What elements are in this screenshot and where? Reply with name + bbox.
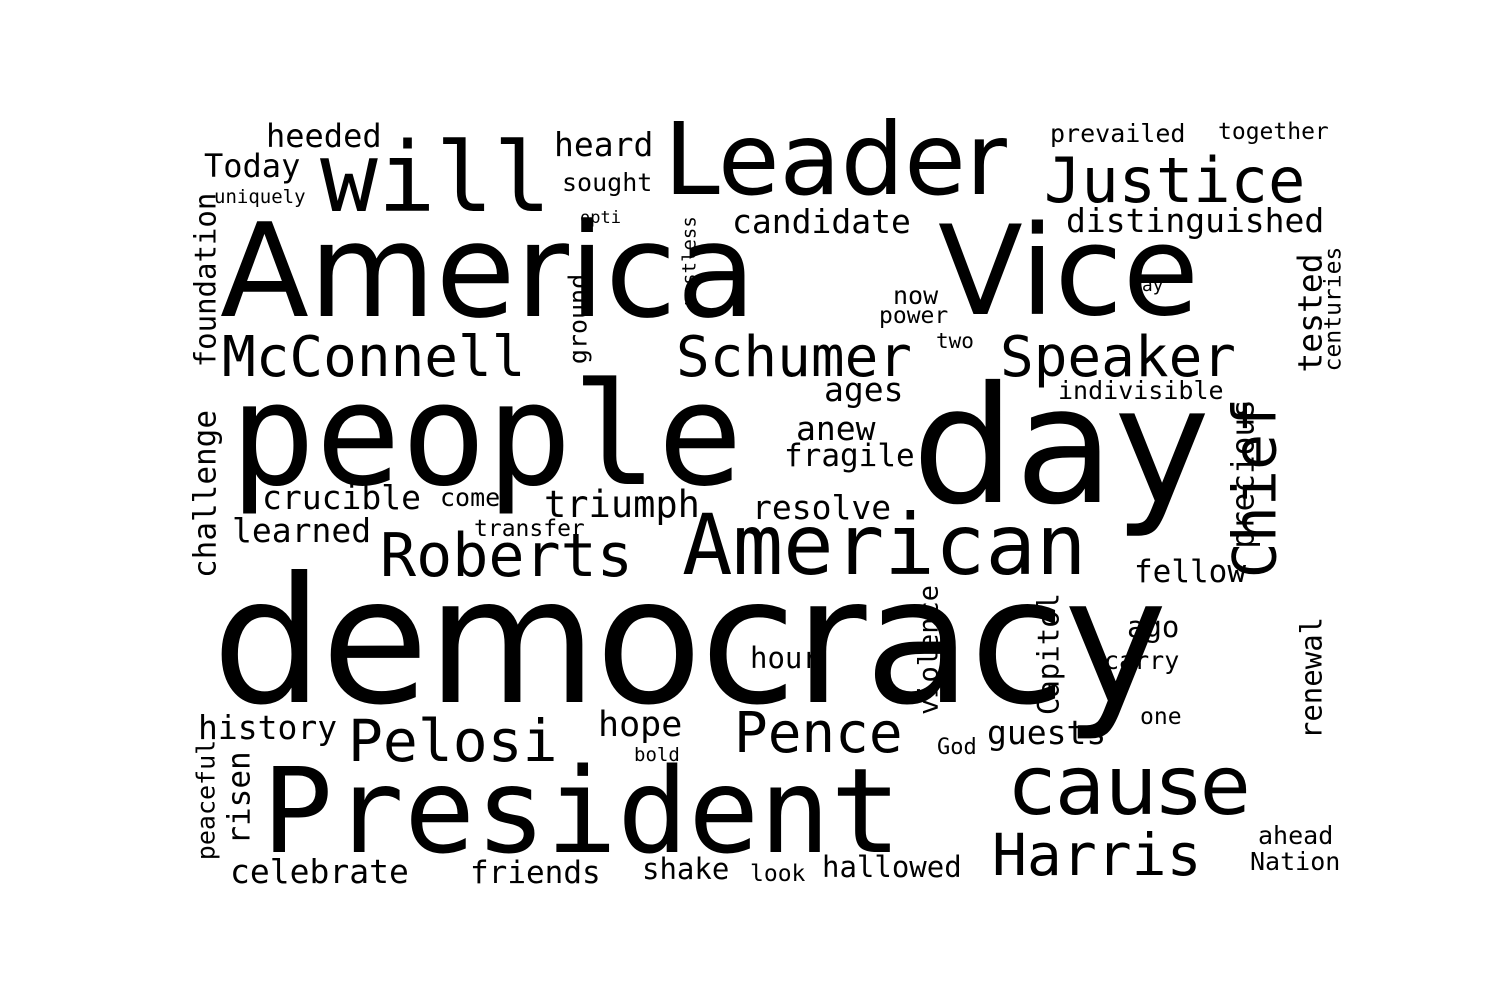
word-will: will <box>320 122 552 234</box>
word-president: President <box>262 742 902 880</box>
word-america: America <box>220 195 757 347</box>
word-candidate: candidate <box>732 202 911 241</box>
word-carry: carry <box>1104 646 1180 675</box>
word-one: one <box>1140 704 1182 730</box>
word-schumer: Schumer <box>676 325 913 390</box>
word-crucible: crucible <box>262 478 421 517</box>
word-hallowed: hallowed <box>822 850 962 884</box>
word-harris: Harris <box>992 821 1202 889</box>
word-shake: shake <box>642 852 730 886</box>
word-look: look <box>750 861 806 887</box>
word-risen: risen <box>221 751 258 845</box>
word-vice: Vice <box>938 200 1200 344</box>
word-learned: learned <box>232 511 372 550</box>
word-together: together <box>1218 119 1329 145</box>
word-hour: hour <box>750 641 820 675</box>
word-cause: cause <box>1010 739 1251 834</box>
word-heeded: heeded <box>266 117 382 155</box>
word-centuries: centuries <box>1320 246 1347 372</box>
word-nation: Nation <box>1250 847 1341 876</box>
word-sought: sought <box>562 168 653 197</box>
word-uniquely: uniquely <box>214 186 306 208</box>
word-speaker: Speaker <box>1000 325 1237 390</box>
word-day: day <box>912 353 1210 541</box>
word-renewal: renewal <box>1294 616 1329 740</box>
word-friends: friends <box>470 855 601 891</box>
word-ahead: ahead <box>1258 821 1334 850</box>
word-guests: guests <box>987 713 1107 752</box>
word-roberts: Roberts <box>380 521 633 591</box>
word-way: way <box>1131 275 1164 296</box>
word-today: Today <box>204 147 301 185</box>
word-fragile: fragile <box>784 438 915 474</box>
word-foundation: foundation <box>188 192 223 368</box>
word-capitol: Capitol <box>1031 592 1066 716</box>
word-power: power <box>879 303 949 329</box>
word-now: now <box>893 281 939 310</box>
word-history: history <box>198 708 338 747</box>
word-fellow: fellow <box>1134 554 1246 590</box>
word-people: people <box>230 353 743 518</box>
word-leader: Leader <box>664 101 1007 218</box>
word-justice: Justice <box>1044 144 1306 217</box>
word-ages: ages <box>824 370 904 409</box>
word-bold: bold <box>634 744 680 766</box>
word-precious: precious <box>1225 399 1262 549</box>
word-prevailed: prevailed <box>1050 119 1186 148</box>
word-celebrate: celebrate <box>230 852 409 891</box>
word-two: two <box>936 329 974 353</box>
word-resolve: resolve <box>752 488 892 527</box>
word-challenge: challenge <box>187 410 224 578</box>
word-peaceful: peaceful <box>191 739 221 861</box>
word-pence: Pence <box>734 701 903 766</box>
word-god: God <box>937 735 977 760</box>
word-ago: ago <box>1127 610 1180 644</box>
word-restless: restless <box>678 216 701 308</box>
word-triumph: triumph <box>544 483 700 526</box>
word-american: American <box>682 496 1087 594</box>
word-violence: violence <box>913 584 945 716</box>
word-opti: opti <box>580 208 621 228</box>
word-indivisible: indivisible <box>1058 376 1224 405</box>
word-democracy: democracy <box>212 541 1167 744</box>
word-heard: heard <box>554 125 654 164</box>
word-mcconnell: McConnell <box>222 325 526 390</box>
word-ground: ground <box>563 273 593 365</box>
word-come: come <box>440 483 501 512</box>
word-anew: anew <box>796 409 876 448</box>
word-pelosi: Pelosi <box>348 707 558 775</box>
word-hope: hope <box>598 705 683 745</box>
word-transfer: transfer <box>474 516 585 542</box>
word-distinguished: distinguished <box>1066 201 1325 240</box>
